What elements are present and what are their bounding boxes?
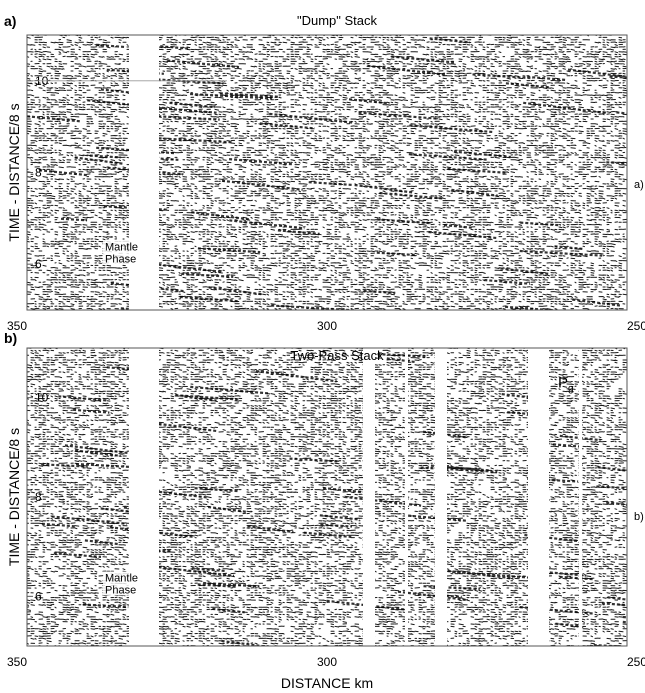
x-tick-label: 250 <box>627 655 645 669</box>
pg-label: Pg <box>558 375 574 395</box>
panel-b: 6 8 10 350 300 250 Two-Pass Stack b) b) TIME - DI… <box>4 330 645 691</box>
seismic-traces <box>27 35 627 310</box>
y-axis-label: TIME - DISTANCE/8 s <box>6 428 22 566</box>
y-tick-label: 10 <box>35 391 49 405</box>
annotation-text: Mantle <box>105 572 138 584</box>
x-tick-label: 300 <box>317 319 337 333</box>
x-tick-label: 250 <box>627 319 645 333</box>
annotation-text: Phase <box>105 584 136 596</box>
data-gap <box>363 348 375 646</box>
y-tick-label: 6 <box>35 257 42 271</box>
side-label: b) <box>634 511 644 523</box>
x-tick-label: 350 <box>7 319 27 333</box>
side-label: a) <box>634 179 644 191</box>
data-gap <box>405 348 408 646</box>
data-gap <box>129 35 159 310</box>
data-gap <box>528 348 549 646</box>
annotation-text: Phase <box>105 253 136 265</box>
chart-title: "Dump" Stack <box>297 13 378 28</box>
chart-title: Two-Pass Stack <box>290 348 384 363</box>
y-tick-label: 8 <box>35 166 42 180</box>
data-gap <box>435 348 447 646</box>
x-axis-label: DISTANCE km <box>281 675 373 691</box>
x-tick-label: 300 <box>317 655 337 669</box>
data-gap <box>129 348 159 646</box>
y-axis-label: TIME - DISTANCE/8 s <box>6 103 22 241</box>
panel-label: b) <box>4 330 17 346</box>
y-tick-label: 8 <box>35 490 42 504</box>
panel-label: a) <box>4 13 16 29</box>
data-gap <box>579 348 582 646</box>
x-tick-label: 350 <box>7 655 27 669</box>
seismic-traces <box>27 348 627 646</box>
annotation-text: Mantle <box>105 241 138 253</box>
y-tick-label: 6 <box>35 589 42 603</box>
